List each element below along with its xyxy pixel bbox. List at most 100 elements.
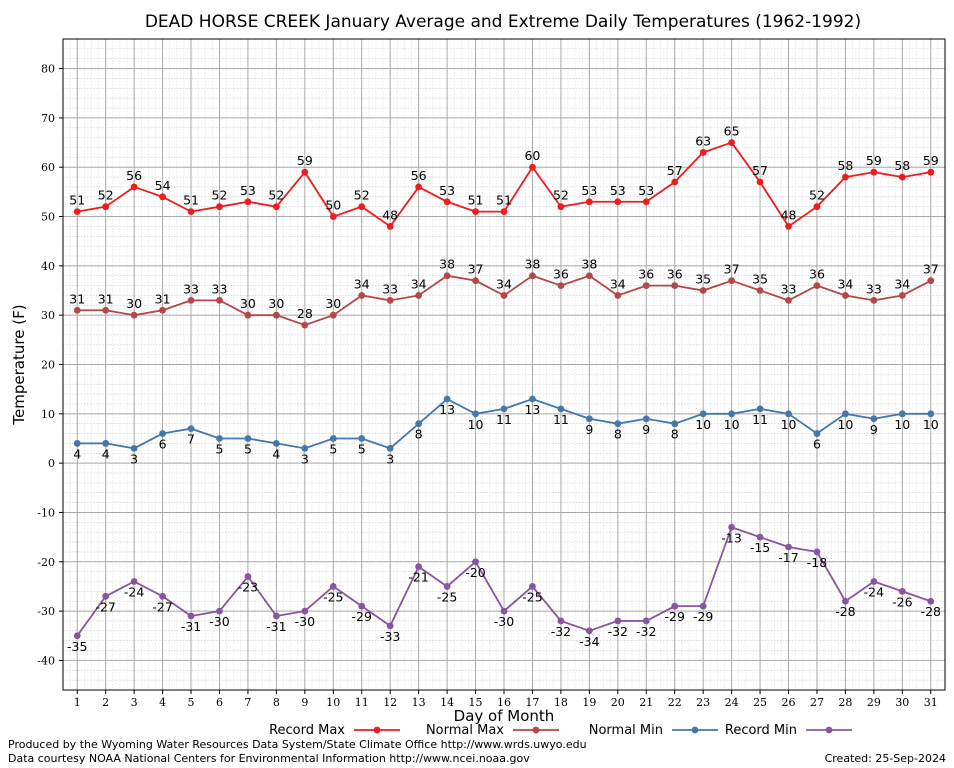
data-point [785, 223, 792, 230]
data-label: 13 [439, 402, 455, 417]
data-point [329, 311, 337, 319]
data-label: -28 [835, 604, 855, 619]
x-tick-label: 22 [668, 696, 682, 709]
data-label: 9 [642, 422, 650, 437]
y-tick-label: 10 [41, 408, 55, 421]
data-point [842, 410, 849, 418]
legend-label: Record Min [725, 723, 797, 738]
x-tick-label: 11 [355, 696, 369, 709]
data-point [585, 627, 593, 635]
data-label: 10 [695, 417, 711, 432]
data-label: 31 [98, 291, 114, 306]
data-point [813, 548, 821, 556]
data-label: -17 [778, 550, 798, 565]
data-label: 51 [468, 193, 484, 208]
data-label: -21 [408, 570, 428, 585]
series-normal-min: 4 4 3 6 7 5 5 4 3 5 5 3 8 13 10 11 13 11 9 8 9 8 10 10 11 10 6 10 9 1… [73, 395, 939, 466]
data-label: 52 [212, 188, 228, 203]
x-tick-label: 17 [525, 696, 539, 709]
data-label: -28 [921, 604, 941, 619]
data-point [813, 430, 821, 437]
data-label: 56 [411, 168, 427, 183]
data-point [728, 410, 736, 418]
data-label: -25 [522, 589, 542, 604]
data-point [529, 583, 536, 590]
data-point [443, 583, 451, 590]
data-label: 30 [126, 296, 142, 311]
data-point [159, 193, 166, 201]
data-point [585, 198, 593, 206]
data-point [529, 163, 536, 171]
data-label: 31 [155, 291, 171, 306]
data-label: 56 [126, 168, 142, 183]
data-point [472, 410, 479, 418]
data-point [386, 223, 394, 230]
x-tick-label: 7 [244, 696, 251, 709]
x-tick-label: 15 [469, 696, 483, 709]
data-point [73, 440, 81, 447]
data-label: 52 [354, 188, 370, 203]
data-label: 28 [297, 306, 313, 321]
data-point [500, 405, 508, 413]
x-tick-label: 5 [188, 696, 195, 709]
data-point [329, 213, 337, 220]
footer-data-source-line: Data courtesy NOAA National Centers for … [8, 752, 530, 765]
data-label: -15 [750, 540, 770, 555]
data-label: 37 [468, 262, 484, 277]
x-tick-label: 9 [301, 696, 308, 709]
data-point [756, 405, 764, 413]
data-point [557, 282, 565, 289]
data-label: -27 [95, 599, 115, 614]
series-record-min: -35-27-24-27-31 -30-23-31 -30-25-29-33-21-… [67, 523, 941, 654]
y-tick-label: 50 [41, 211, 55, 224]
y-axis-label: Temperature (F) [10, 304, 28, 425]
data-label: -18 [807, 555, 827, 570]
x-tick-label: 16 [497, 696, 511, 709]
data-point [614, 292, 622, 299]
x-tick-label: 20 [611, 696, 625, 709]
data-point [244, 435, 252, 442]
data-point [102, 592, 110, 600]
data-label: -32 [608, 624, 628, 639]
data-label: 33 [866, 281, 882, 296]
data-point [472, 277, 479, 285]
data-point [329, 583, 337, 590]
data-label: 53 [581, 183, 597, 198]
data-point [870, 415, 878, 423]
data-label: 4 [73, 446, 81, 461]
x-tick-label: 30 [895, 696, 909, 709]
data-point [557, 203, 565, 211]
data-label: 52 [553, 188, 569, 203]
data-point [244, 573, 252, 580]
data-label: 10 [837, 417, 853, 432]
data-label: 53 [638, 183, 654, 198]
data-point [785, 543, 792, 551]
data-label: 51 [183, 193, 199, 208]
data-point [671, 282, 679, 289]
data-point [557, 405, 565, 413]
data-point [244, 198, 252, 206]
y-tick-label: -20 [37, 556, 55, 569]
data-label: 9 [870, 422, 878, 437]
data-label: -23 [238, 580, 258, 595]
data-label: 36 [667, 267, 683, 282]
x-tick-label: 27 [810, 696, 824, 709]
data-point [272, 440, 280, 447]
data-label: 38 [439, 257, 455, 272]
legend-marker [532, 726, 540, 734]
data-label: 60 [524, 148, 540, 163]
data-point [870, 578, 878, 585]
data-point [130, 578, 138, 585]
data-point [159, 592, 166, 600]
data-point [301, 168, 309, 176]
x-tick-label: 8 [273, 696, 280, 709]
data-label: 8 [614, 427, 622, 442]
data-point [898, 173, 906, 181]
x-tick-label: 1 [74, 696, 81, 709]
data-point [102, 440, 110, 447]
data-point [187, 208, 195, 216]
data-label: 11 [553, 412, 569, 427]
data-point [358, 435, 366, 442]
data-point [529, 272, 536, 280]
data-label: 53 [240, 183, 256, 198]
